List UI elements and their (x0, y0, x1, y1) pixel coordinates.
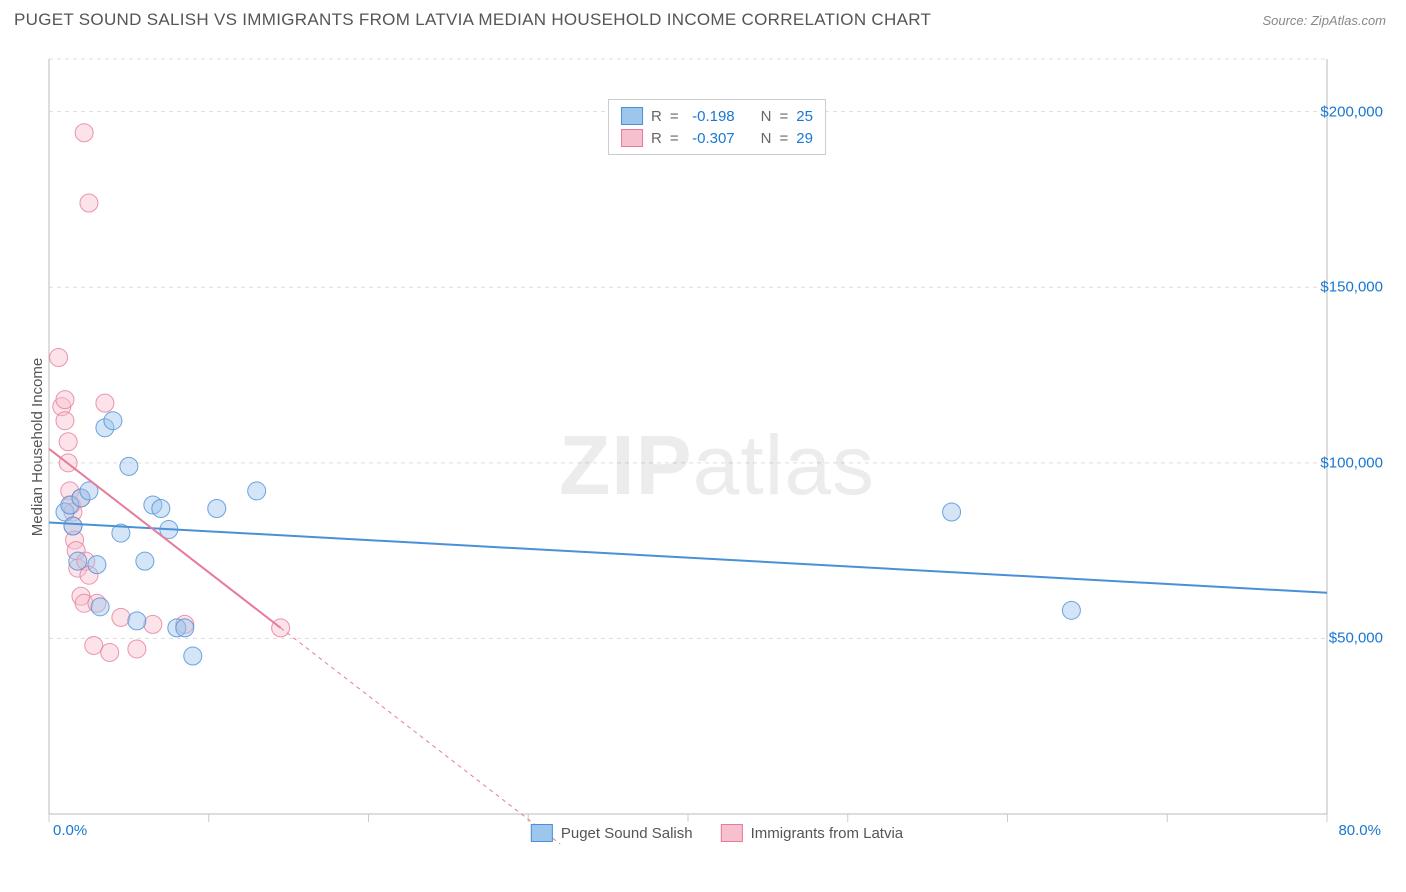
swatch-series1 (621, 107, 643, 125)
y-tick-label: $200,000 (1320, 103, 1383, 120)
stat-n-value-1: 25 (796, 108, 813, 125)
stat-eq3: = (670, 130, 679, 147)
legend-swatch-series2 (721, 824, 743, 842)
y-axis-label: Median Household Income (29, 358, 46, 536)
stat-r-value-1: -0.198 (687, 108, 735, 125)
legend-item-series2: Immigrants from Latvia (721, 824, 904, 842)
header: PUGET SOUND SALISH VS IMMIGRANTS FROM LA… (0, 0, 1406, 35)
legend-label-series2: Immigrants from Latvia (751, 825, 904, 842)
stat-r-label2: R (651, 130, 662, 147)
y-tick-label: $100,000 (1320, 454, 1383, 471)
stat-eq: = (670, 108, 679, 125)
y-tick-label: $50,000 (1329, 630, 1383, 647)
legend-label-series1: Puget Sound Salish (561, 825, 693, 842)
stat-eq2: = (780, 108, 789, 125)
stat-r-value-2: -0.307 (687, 130, 735, 147)
stat-eq4: = (780, 130, 789, 147)
chart-area: Median Household Income ZIPatlas R = -0.… (47, 47, 1387, 844)
x-axis-max-label: 80.0% (1338, 822, 1381, 839)
source-attribution: Source: ZipAtlas.com (1262, 13, 1386, 28)
stat-n-value-2: 29 (796, 130, 813, 147)
chart-title: PUGET SOUND SALISH VS IMMIGRANTS FROM LA… (14, 10, 931, 30)
stat-r-label: R (651, 108, 662, 125)
scatter-plot (47, 47, 1387, 844)
stats-row-series1: R = -0.198 N = 25 (621, 105, 813, 127)
legend-swatch-series1 (531, 824, 553, 842)
stat-n-label: N (761, 108, 772, 125)
y-tick-label: $150,000 (1320, 279, 1383, 296)
stats-row-series2: R = -0.307 N = 29 (621, 127, 813, 149)
bottom-legend: Puget Sound Salish Immigrants from Latvi… (531, 824, 903, 842)
legend-item-series1: Puget Sound Salish (531, 824, 693, 842)
correlation-stats-box: R = -0.198 N = 25 R = -0.307 N = 29 (608, 99, 826, 155)
stat-n-label2: N (761, 130, 772, 147)
x-axis-min-label: 0.0% (53, 822, 87, 839)
swatch-series2 (621, 129, 643, 147)
